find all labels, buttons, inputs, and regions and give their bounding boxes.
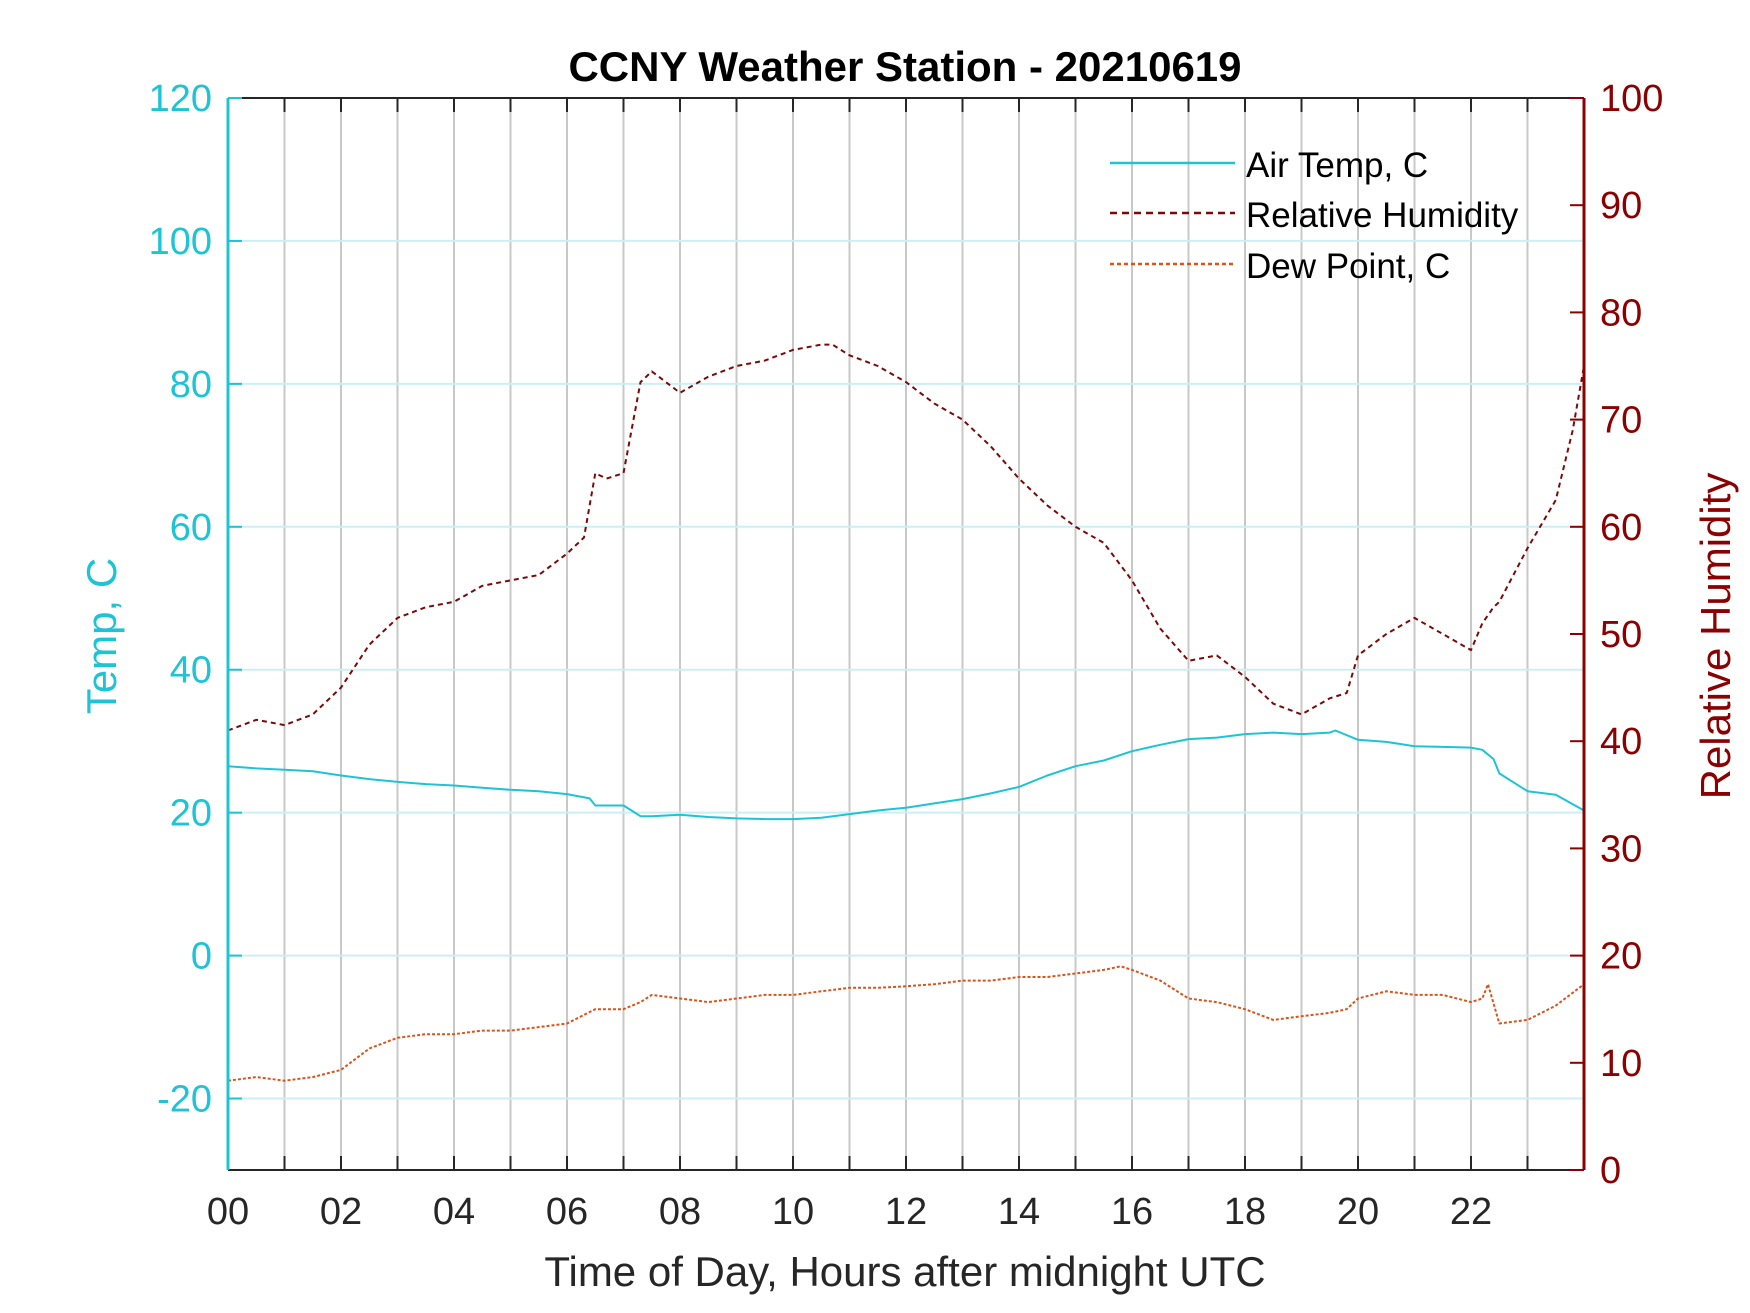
y-tick-label-left: 60: [170, 507, 212, 549]
x-tick-label: 12: [885, 1191, 927, 1233]
y-tick-label-left: 120: [149, 78, 212, 120]
y-tick-label-right: 100: [1600, 78, 1663, 120]
legend-label-air-temp: Air Temp, C: [1246, 146, 1428, 185]
x-tick-label: 06: [546, 1191, 588, 1233]
grid-layer: [228, 97, 1584, 1170]
legend: Air Temp, C Relative Humidity Dew Point,…: [1110, 146, 1519, 286]
y-tick-label-left: 100: [149, 221, 212, 263]
series-line-humidity: [227, 343, 1585, 732]
x-tick-label: 08: [659, 1191, 701, 1233]
series-line-dew-point: [227, 965, 1585, 1082]
x-tick-label: 00: [207, 1191, 249, 1233]
x-tick-label: 20: [1337, 1191, 1379, 1233]
y-tick-label-right: 20: [1600, 936, 1642, 978]
x-tick-label: 02: [320, 1191, 362, 1233]
y-tick-label-right: 10: [1600, 1043, 1642, 1085]
x-tick-label: 16: [1111, 1191, 1153, 1233]
legend-label-dew-point: Dew Point, C: [1246, 247, 1450, 286]
x-tick-label: 22: [1450, 1191, 1492, 1233]
y-tick-label-left: -20: [157, 1079, 212, 1121]
y-tick-label-right: 60: [1600, 507, 1642, 549]
chart-title: CCNY Weather Station - 20210619: [568, 43, 1241, 90]
y-axis-label-right: Relative Humidity: [1692, 473, 1739, 800]
y-tick-label-left: 40: [170, 650, 212, 692]
y-axis-label-left: Temp, C: [78, 558, 125, 714]
y-tick-label-left: 80: [170, 364, 212, 406]
x-axis-label: Time of Day, Hours after midnight UTC: [544, 1248, 1265, 1295]
x-tick-label: 10: [772, 1191, 814, 1233]
x-tick-label: 04: [433, 1191, 475, 1233]
y-tick-label-right: 70: [1600, 400, 1642, 442]
y-tick-label-right: 80: [1600, 292, 1642, 334]
legend-label-humidity: Relative Humidity: [1246, 196, 1519, 235]
y-tick-label-right: 40: [1600, 721, 1642, 763]
y-tick-label-left: 20: [170, 793, 212, 835]
y-tick-label-left: 0: [191, 936, 212, 978]
series-line-air-temp: [227, 729, 1585, 821]
x-tick-label: 14: [998, 1191, 1040, 1233]
y-tick-label-right: 50: [1600, 614, 1642, 656]
ticks-layer: 00 02 04 06 08 10 12 14 16 18 20 22-200204060801001…: [149, 78, 1664, 1233]
x-tick-label: 18: [1224, 1191, 1266, 1233]
y-tick-label-right: 90: [1600, 185, 1642, 227]
y-tick-label-right: 30: [1600, 828, 1642, 870]
series-layer: [227, 343, 1585, 1082]
y-tick-label-right: 0: [1600, 1150, 1621, 1192]
